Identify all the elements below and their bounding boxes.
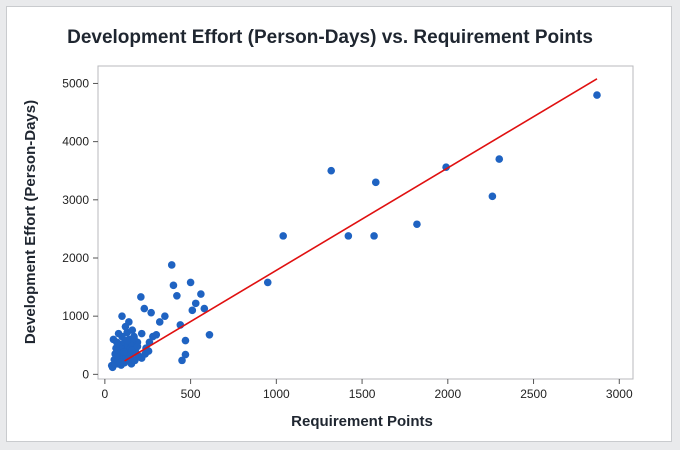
data-point (197, 290, 205, 298)
data-point (279, 232, 287, 240)
plot-area (97, 65, 634, 380)
x-tick-label: 0 (102, 387, 109, 401)
data-point (371, 178, 380, 187)
data-point (169, 281, 178, 290)
data-point (173, 292, 181, 300)
data-point (119, 348, 128, 357)
data-point (116, 358, 125, 367)
x-tick-label: 500 (181, 387, 201, 401)
data-point (488, 192, 497, 201)
y-tick-label: 4000 (62, 135, 89, 149)
data-point (140, 304, 149, 313)
y-axis: 0 1000 2000 3000 4000 5000 (62, 76, 98, 381)
y-axis-title: Development Effort (Person-Days) (22, 100, 39, 344)
data-point (144, 347, 153, 355)
data-point (442, 163, 450, 172)
data-points (107, 91, 601, 372)
data-point (370, 232, 378, 240)
y-tick-label: 3000 (62, 193, 89, 207)
x-tick-label: 1500 (349, 387, 376, 401)
data-point (133, 342, 142, 351)
data-point (344, 232, 353, 240)
data-point (147, 308, 155, 317)
data-point (200, 304, 209, 313)
data-point (128, 326, 137, 334)
y-tick-label: 2000 (62, 251, 89, 265)
x-tick-label: 1000 (263, 387, 290, 401)
data-point (118, 312, 126, 320)
data-point (181, 350, 190, 359)
data-point (137, 293, 145, 301)
data-point (263, 278, 272, 287)
x-axis: 0 500 1000 1500 2000 2500 3000 (102, 379, 633, 401)
data-point (161, 312, 169, 320)
x-axis-title: Requirement Points (291, 413, 433, 430)
data-point (327, 166, 336, 175)
data-point (593, 91, 601, 99)
data-point (152, 330, 161, 339)
data-point (155, 318, 164, 326)
data-point (137, 329, 146, 338)
x-tick-label: 2500 (520, 387, 547, 401)
data-point (205, 330, 214, 339)
data-point (125, 318, 133, 326)
data-point (123, 336, 131, 345)
data-point (181, 336, 190, 345)
data-point (113, 338, 121, 347)
data-point (178, 356, 186, 365)
y-tick-label: 0 (82, 367, 89, 381)
x-tick-label: 3000 (606, 387, 633, 401)
y-tick-label: 5000 (62, 76, 89, 90)
chart-title: Development Effort (Person-Days) vs. Req… (67, 27, 593, 48)
data-point (114, 329, 123, 338)
data-point (167, 261, 176, 269)
data-point (413, 220, 421, 229)
data-point (130, 334, 138, 343)
data-point (495, 155, 504, 163)
data-point (186, 278, 195, 287)
data-point (188, 306, 197, 315)
data-point (191, 299, 200, 308)
y-tick-label: 1000 (62, 309, 89, 323)
trend-line (124, 78, 598, 362)
x-tick-label: 2000 (434, 387, 461, 401)
